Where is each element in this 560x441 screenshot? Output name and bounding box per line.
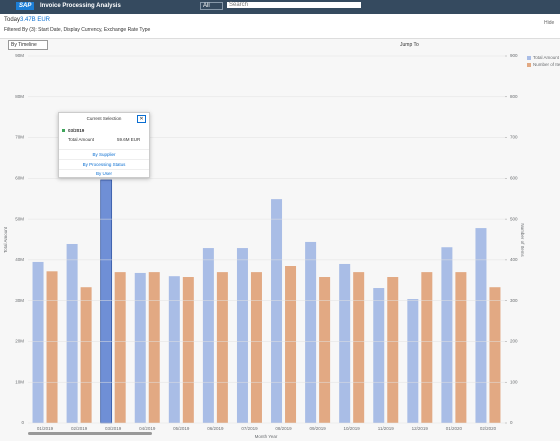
- today-label: Today: [4, 17, 21, 23]
- today-amount: 3.47B EUR: [20, 17, 51, 23]
- bar: [182, 277, 194, 423]
- y2-tick-label: 100: [510, 379, 518, 384]
- jump-to[interactable]: Jump To: [400, 42, 419, 48]
- bar: [271, 199, 283, 423]
- y2-tick-label: 700: [510, 135, 518, 140]
- y-tick-label: 80M: [15, 94, 24, 99]
- bar: [455, 272, 467, 423]
- x-tick-label: 02/2019: [71, 426, 88, 431]
- x-tick-label: 01/2019: [37, 426, 54, 431]
- bar: [32, 261, 44, 423]
- x-tick-label: 04/2019: [139, 426, 156, 431]
- shell-bar: SAP Invoice Processing Analysis All Sear…: [0, 0, 560, 14]
- bar: [387, 277, 399, 423]
- y-tick-label: 30M: [15, 298, 24, 303]
- y-tick-label: 50M: [15, 216, 24, 221]
- bar: [319, 277, 331, 423]
- hide-button[interactable]: Hide: [544, 20, 555, 26]
- bar: [285, 266, 297, 423]
- x-tick-label: 02/2020: [480, 426, 497, 431]
- bar: [168, 276, 180, 423]
- bar: [441, 247, 453, 423]
- bar: [134, 272, 146, 423]
- legend-label: Number of Items: [533, 62, 560, 67]
- subheader: Today 3.47B EUR Filtered By (3): Start D…: [0, 14, 560, 39]
- bar: [100, 179, 113, 424]
- x-tick-label: 01/2020: [446, 426, 463, 431]
- bar: [353, 272, 365, 423]
- legend-label: Total Amount: [533, 55, 560, 60]
- y-tick-label: 90M: [15, 53, 24, 58]
- bar: [250, 272, 262, 423]
- close-button[interactable]: ✕: [137, 115, 146, 123]
- x-tick-label: 12/2019: [412, 426, 429, 431]
- popover-title: Current Selection: [86, 116, 122, 121]
- nav-link[interactable]: By User: [59, 169, 149, 176]
- y2-tick-label: 0: [510, 420, 513, 425]
- bar: [46, 271, 58, 423]
- bar: [148, 272, 160, 423]
- x-tick-label: 03/2019: [105, 426, 122, 431]
- x-tick-label: 06/2019: [207, 426, 224, 431]
- measure-name: Total Amount: [68, 137, 95, 142]
- x-tick-label: 09/2019: [309, 426, 326, 431]
- nav-link[interactable]: By Supplier: [59, 149, 149, 157]
- y2-tick-label: 800: [510, 94, 518, 99]
- nav-link[interactable]: By Processing Status: [59, 159, 149, 167]
- x-tick-label: 10/2019: [344, 426, 361, 431]
- scope-select[interactable]: All: [200, 2, 223, 10]
- bar: [66, 243, 78, 423]
- bar: [489, 287, 501, 423]
- legend-swatch: [527, 56, 531, 60]
- y2-tick-label: 400: [510, 257, 518, 262]
- bar: [421, 272, 433, 423]
- scrollbar[interactable]: [28, 432, 152, 435]
- x-axis-title: Month Year: [255, 434, 278, 439]
- x-tick-label: 08/2019: [275, 426, 292, 431]
- search-field[interactable]: Search: [227, 2, 361, 8]
- y-tick-label: 70M: [15, 135, 24, 140]
- y-tick-label: 20M: [15, 339, 24, 344]
- y2-tick-label: 500: [510, 216, 518, 221]
- bar: [305, 241, 317, 423]
- y-tick-label: 60M: [15, 176, 24, 181]
- y2-tick-label: 300: [510, 298, 518, 303]
- bar: [475, 228, 487, 423]
- filter-text: Filtered By (3): Start Date, Display Cur…: [4, 27, 151, 33]
- bar: [373, 288, 385, 423]
- view-select[interactable]: By Timeline: [8, 40, 48, 50]
- y-tick-label: 40M: [15, 257, 24, 262]
- y-axis-title: Total Amount: [3, 226, 8, 253]
- y2-tick-label: 200: [510, 339, 518, 344]
- bar: [216, 272, 228, 423]
- x-tick-label: 05/2019: [173, 426, 190, 431]
- x-tick-label: 11/2019: [378, 426, 394, 431]
- bar: [236, 248, 248, 423]
- bar: [114, 272, 126, 423]
- bar: [202, 248, 214, 423]
- app-title: Invoice Processing Analysis: [40, 3, 121, 9]
- y2-axis-title: Number of Items: [520, 223, 525, 257]
- measure-value: 59.6M EUR: [117, 137, 141, 142]
- bar: [339, 263, 351, 423]
- y-tick-label: 10M: [15, 379, 24, 384]
- y2-tick-label: 600: [510, 176, 518, 181]
- selection-dot: [62, 129, 65, 132]
- legend-swatch: [527, 63, 531, 67]
- logo[interactable]: SAP: [16, 2, 35, 10]
- y2-tick-label: 900: [510, 53, 518, 58]
- y-tick-label: 0: [21, 420, 24, 425]
- x-tick-label: 07/2019: [241, 426, 258, 431]
- popover: Current Selection ✕ 03/2019 Total Amount…: [58, 112, 150, 178]
- bar: [80, 287, 92, 423]
- selection-date: 03/2019: [68, 128, 85, 133]
- bar: [407, 299, 419, 423]
